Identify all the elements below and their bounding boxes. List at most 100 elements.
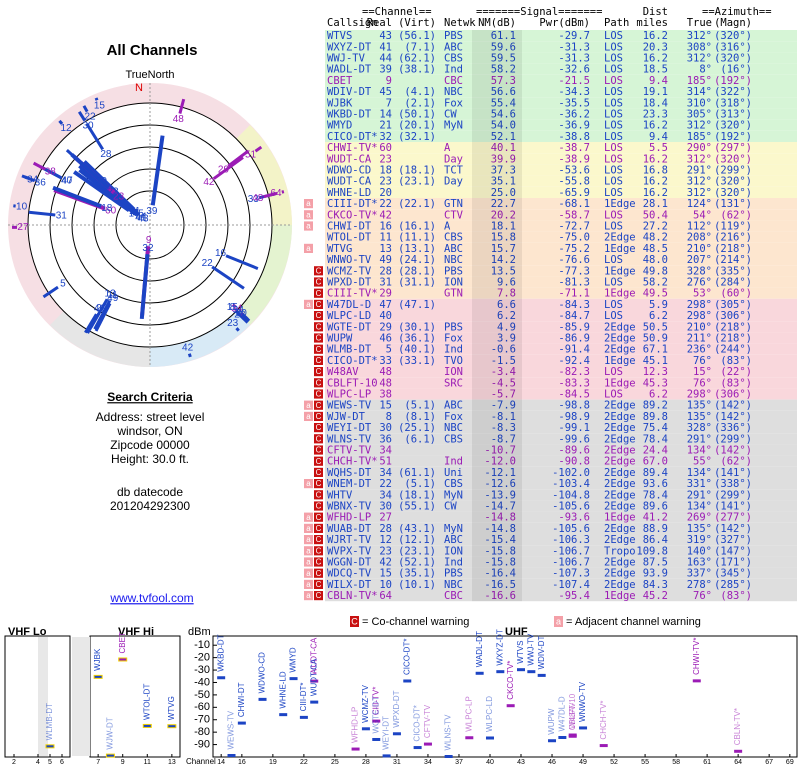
cell: (60°) (720, 288, 752, 300)
cell: 290° (687, 142, 712, 154)
cell: 2Edge (604, 467, 636, 479)
cell: ABC (444, 400, 463, 412)
signal-label: CBET (118, 632, 127, 653)
signal-mark (527, 670, 535, 673)
x-tick-label: 67 (765, 759, 773, 766)
cell: CIII-DT* (327, 198, 378, 210)
polar-label: 23 (227, 318, 239, 329)
cell: CKCO-TV* (327, 209, 378, 221)
cell: 16.2 (643, 53, 668, 65)
cell: 2Edge (604, 489, 636, 501)
cell: 60 (379, 142, 392, 154)
signal-mark (496, 670, 504, 673)
cell: -104.8 (552, 489, 590, 501)
datecode-label: db datecode (117, 485, 183, 499)
cell: 23 (379, 176, 392, 188)
cell: (142°) (714, 400, 752, 412)
cell: 312° (687, 30, 712, 42)
cell: 331° (687, 478, 712, 490)
signal-mark (119, 658, 127, 661)
flag: C (316, 591, 322, 600)
flag: a (306, 412, 311, 421)
x-tick-label: 11 (144, 759, 151, 766)
x-tick-label: 49 (579, 759, 587, 766)
cell: (18.1) (398, 165, 436, 177)
x-tick-label: 52 (610, 759, 618, 766)
cell: 2Edge (604, 534, 636, 546)
cell: -55.8 (558, 176, 590, 188)
cell: 5.5 (649, 142, 668, 154)
cell: 328° (687, 422, 712, 434)
cell: -98.8 (558, 400, 590, 412)
flag: C (316, 546, 322, 555)
cell: Ind (444, 557, 463, 569)
cell: 291° (687, 165, 712, 177)
cell: Fox (444, 333, 463, 345)
polar-label: 34 (27, 175, 39, 186)
flag: C (316, 401, 322, 410)
signal-label: WADL-DT (475, 631, 484, 667)
criteria-line: Zipcode 00000 (110, 438, 190, 452)
cell: 9.4 (649, 131, 668, 143)
x-tick-label: 40 (486, 759, 494, 766)
y-tick-label: -50 (194, 689, 210, 701)
cell: 298° (687, 299, 712, 311)
cell: WVPX-TV (327, 545, 372, 557)
cell: (13.1) (398, 243, 436, 255)
cell: ABC (444, 534, 463, 546)
x-tick-label: 9 (121, 759, 125, 766)
cell: (36.1) (398, 333, 436, 345)
cell: LOS (604, 277, 623, 289)
cell: 18.5 (643, 64, 668, 76)
cell: 2Edge (604, 321, 636, 333)
cell: 135° (687, 411, 712, 423)
site-link[interactable]: www.tvfool.com (109, 591, 193, 605)
cell: WJRT-TV (327, 534, 372, 546)
cell: CBLFT-10 (327, 377, 378, 389)
cell: (336°) (714, 422, 752, 434)
cell: -35.5 (558, 97, 590, 109)
cell: LOS (604, 310, 623, 322)
cell: -58.7 (558, 209, 590, 221)
cell: 27.2 (643, 221, 668, 233)
column-header: Pwr(dBm) (539, 17, 590, 29)
cell: (131°) (714, 198, 752, 210)
cell: (316°) (714, 41, 752, 53)
y-tick-label: -30 (194, 664, 210, 676)
cell: 28 (379, 523, 392, 535)
cell: -89.6 (558, 445, 590, 457)
cell: -99.1 (558, 422, 590, 434)
cell: Ind (444, 344, 463, 356)
x-tick-label: 14 (217, 759, 225, 766)
signal-mark (168, 725, 176, 728)
cell: 20 (379, 187, 392, 199)
cell: ION (444, 366, 463, 378)
cell: 45.3 (643, 377, 668, 389)
polar-label: 46 (94, 304, 106, 315)
cell: CW (444, 501, 457, 513)
datecode: 201204292300 (110, 499, 190, 513)
cell: -105.6 (552, 501, 590, 513)
cell: 28.1 (643, 198, 668, 210)
cell: WUDT-CA (327, 153, 372, 165)
cell: 46 (379, 333, 392, 345)
cell: WEYI-DT (327, 422, 372, 434)
polar-bg (8, 83, 292, 367)
cell: 1Edge (604, 243, 636, 255)
cell: A (444, 221, 451, 233)
cell: (306°) (714, 389, 752, 401)
cell: -38.7 (558, 142, 590, 154)
cell: 16.2 (643, 176, 668, 188)
flag: C (316, 345, 322, 354)
cell: -32.6 (558, 64, 590, 76)
cell: 14 (379, 109, 392, 121)
cell: 319° (687, 534, 712, 546)
cell: 29 (379, 288, 392, 300)
cell: 24.4 (643, 445, 668, 457)
cell: 20.3 (643, 41, 668, 53)
cell: -107.3 (552, 568, 590, 580)
signal-label: WTVS (516, 641, 525, 664)
cell: 15 (379, 568, 392, 580)
signal-mark (393, 732, 401, 735)
x-tick-label: 2 (12, 759, 16, 766)
